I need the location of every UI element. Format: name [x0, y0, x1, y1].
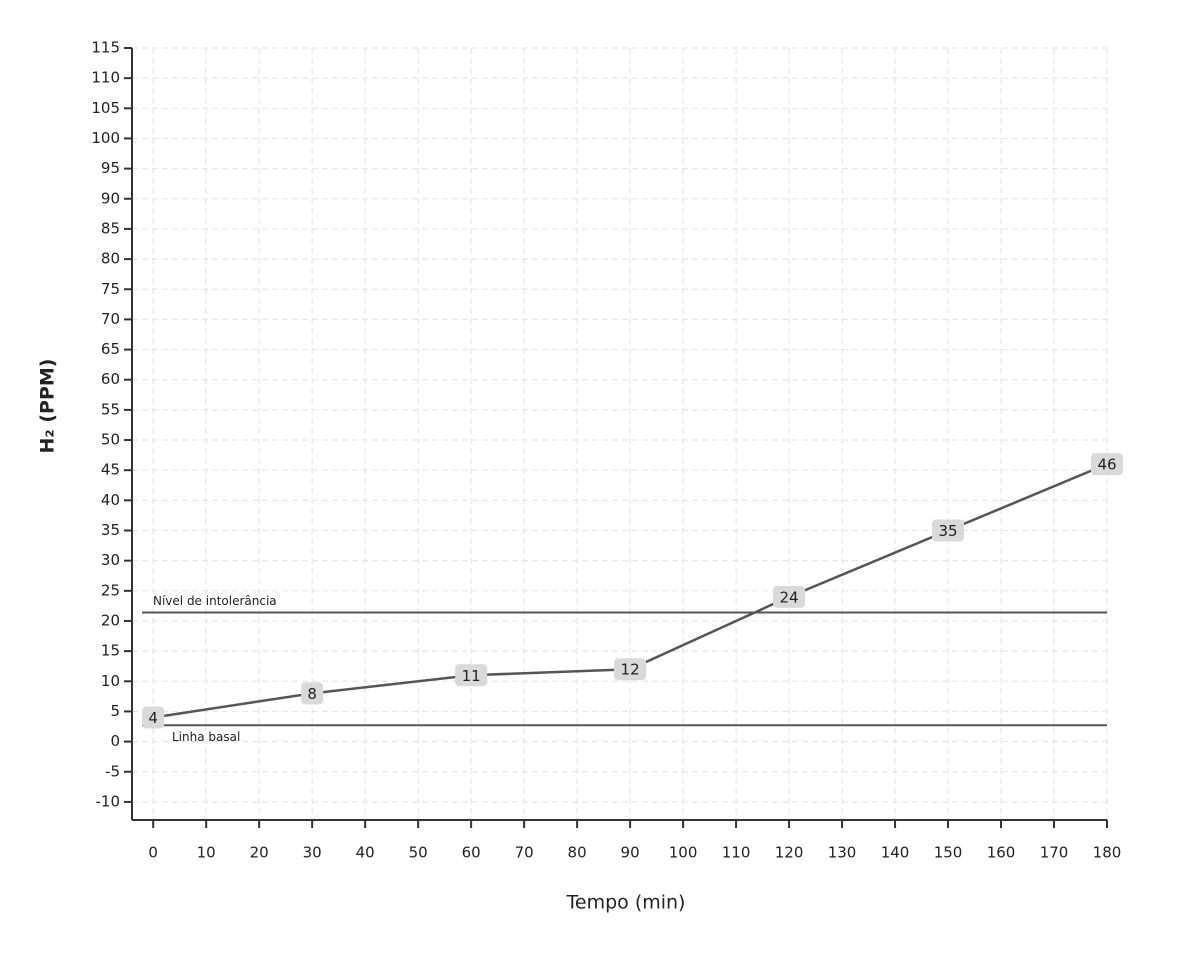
- value-label: 8: [307, 685, 317, 703]
- x-axis-title: Tempo (min): [566, 892, 686, 914]
- y-tick-label: 50: [101, 431, 120, 449]
- y-tick-label: 105: [91, 99, 120, 117]
- y-axis-title: H₂ (PPM): [37, 359, 59, 454]
- value-label: 4: [148, 709, 158, 727]
- x-tick-label: 160: [987, 844, 1016, 862]
- y-tick-label: 85: [101, 219, 120, 237]
- y-tick-label: 115: [91, 39, 120, 57]
- x-tick-label: 120: [775, 844, 804, 862]
- x-tick-label: 100: [669, 844, 698, 862]
- y-tick-label: 30: [101, 551, 120, 569]
- y-tick-label: 110: [91, 69, 120, 87]
- x-tick-label: 70: [515, 844, 534, 862]
- y-tick-label: 0: [110, 732, 120, 750]
- y-tick-label: 65: [101, 340, 120, 358]
- y-tick-label: 5: [110, 702, 120, 720]
- x-tick-label: 30: [303, 844, 322, 862]
- x-tick-label: 80: [568, 844, 587, 862]
- y-tick-label: 20: [101, 611, 120, 629]
- reference-label: Linha basal: [172, 730, 240, 744]
- value-label-box: [932, 519, 965, 542]
- value-label-box: [1091, 453, 1123, 476]
- y-tick-label: 25: [101, 581, 120, 599]
- x-tick-label: 0: [148, 844, 158, 862]
- y-tick-label: 95: [101, 159, 120, 177]
- y-tick-label: 100: [91, 129, 120, 147]
- y-tick-label: -10: [96, 792, 121, 810]
- y-tick-label: 15: [101, 642, 120, 660]
- y-tick-label: 10: [101, 672, 120, 690]
- value-label-box: [301, 682, 324, 705]
- x-tick-label: 90: [621, 844, 640, 862]
- value-label-box: [614, 658, 647, 681]
- x-tick-label: 150: [934, 844, 963, 862]
- value-label: 35: [938, 522, 957, 540]
- value-label: 24: [780, 588, 799, 606]
- x-tick-label: 180: [1093, 844, 1122, 862]
- y-tick-label: 90: [101, 189, 120, 207]
- y-tick-label: 55: [101, 400, 120, 418]
- value-label: 46: [1097, 456, 1116, 474]
- reference-label: Nível de intolerância: [153, 594, 277, 608]
- y-tick-label: -5: [105, 762, 120, 780]
- x-tick-label: 110: [722, 844, 751, 862]
- x-tick-label: 140: [881, 844, 910, 862]
- x-tick-label: 10: [197, 844, 216, 862]
- value-label-box: [455, 664, 488, 687]
- x-tick-label: 50: [409, 844, 428, 862]
- y-tick-label: 45: [101, 461, 120, 479]
- x-tick-label: 20: [250, 844, 269, 862]
- x-tick-label: 60: [462, 844, 481, 862]
- value-label: 12: [621, 661, 640, 679]
- y-tick-label: 60: [101, 370, 120, 388]
- x-tick-label: 40: [356, 844, 375, 862]
- y-tick-label: 80: [101, 250, 120, 268]
- value-label-box: [773, 585, 806, 608]
- x-tick-label: 130: [828, 844, 857, 862]
- value-label-box: [142, 706, 165, 729]
- y-tick-label: 40: [101, 491, 120, 509]
- y-tick-label: 35: [101, 521, 120, 539]
- x-tick-label: 170: [1040, 844, 1069, 862]
- value-label: 11: [462, 667, 481, 685]
- y-tick-label: 75: [101, 280, 120, 298]
- y-tick-label: 70: [101, 310, 120, 328]
